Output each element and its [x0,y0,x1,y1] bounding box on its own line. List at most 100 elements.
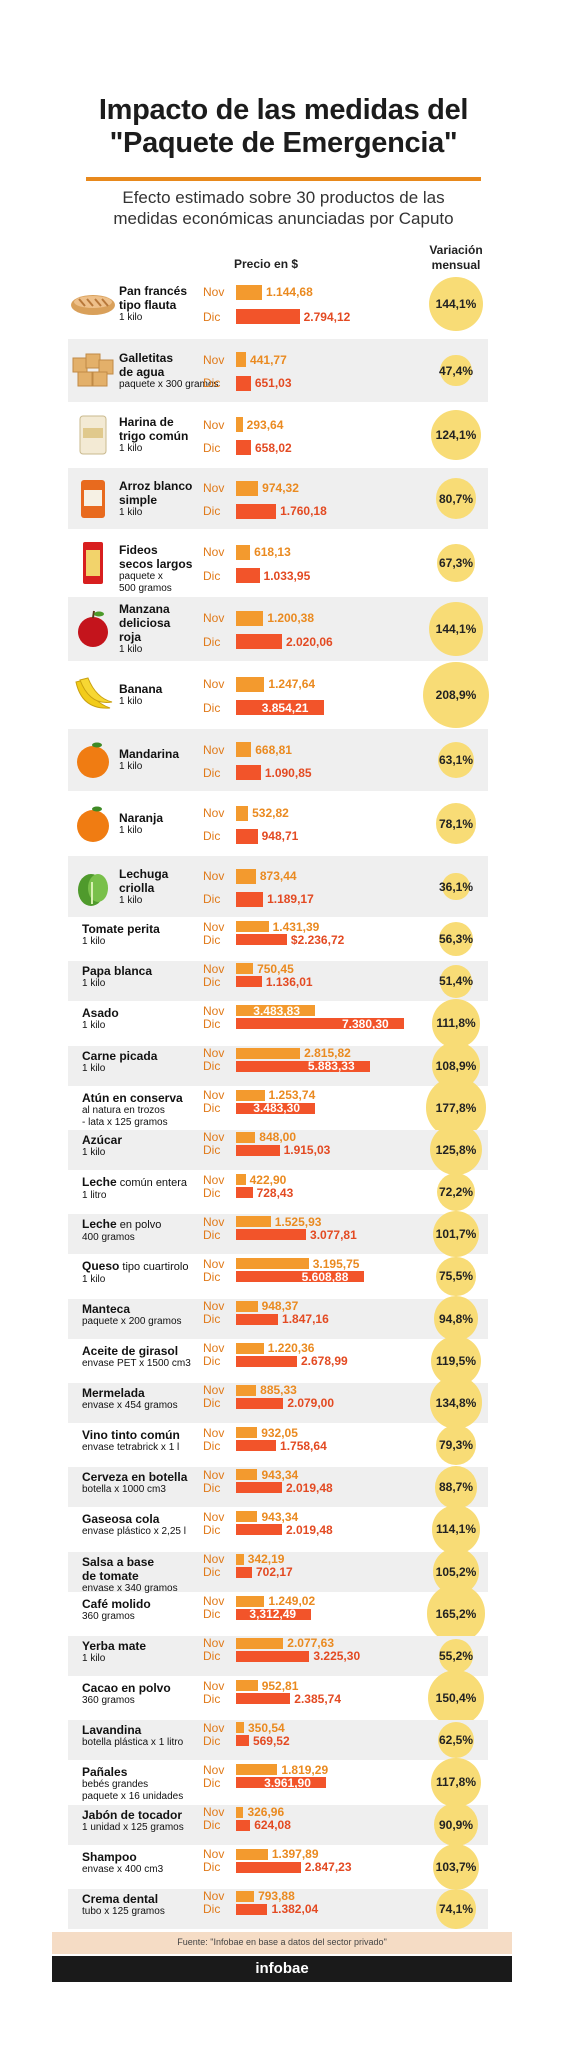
product-name: Cerveza en botella botella x 1000 cm3 [82,1470,187,1496]
variation-value: 117,8% [435,1775,477,1790]
product-name-line: roja [119,630,142,644]
product-detail: 1 kilo [82,1146,106,1158]
nov-value: 943,34 [261,1467,299,1482]
tangerine-icon [70,737,116,783]
dic-bar [236,1903,268,1915]
row-background [68,597,488,661]
product-name: Manteca paquete x 200 gramos [82,1302,182,1328]
nov-label: Nov [203,417,225,432]
dic-label: Dic [203,1565,221,1579]
product-name-line: Asado [82,1006,119,1021]
nov-value: 974,32 [262,481,299,496]
nov-bar [236,1089,265,1101]
variation-value: 72,2% [438,1185,474,1200]
dic-value: 3.961,90 [264,1775,311,1790]
nov-bar [236,1553,244,1565]
dic-bar [236,1271,364,1283]
product-name-line: Café molido [82,1596,151,1611]
dic-bar [236,765,261,781]
variation-circle [437,1722,475,1759]
dic-value: 1.915,03 [283,1143,331,1158]
nov-label: Nov [203,1299,225,1313]
dic-value: 1.136,01 [265,974,313,989]
product-name: Galletitas de agua paquete x 300 gramos [119,351,219,391]
dic-bar [236,1861,301,1873]
nov-bar [236,676,265,692]
dic-bar [236,1187,253,1198]
dic-bar [236,568,260,584]
product-name-line: simple [119,492,158,507]
product-name: Harina de trigo común 1 kilo [119,415,188,455]
product-name: Manzana deliciosa roja 1 kilo [119,602,170,656]
nov-label: Nov [203,481,225,496]
dic-bar [236,1102,316,1114]
dic-bar [236,1144,280,1156]
variation-circle [432,1843,480,1890]
dic-bar [236,1018,404,1030]
variation-circle [437,544,475,582]
dic-label: Dic [203,1438,221,1453]
nov-label: Nov [203,1425,225,1440]
dic-value: 1.382,04 [271,1902,319,1917]
dic-value: 3.854,21 [261,700,309,715]
product-name-line: Jabón de tocador [82,1807,183,1822]
nov-value: 1.525,93 [274,1214,322,1229]
product-name: Banana 1 kilo [119,682,162,708]
footer-bar [52,1956,512,1982]
dic-bar [236,634,282,650]
product-detail: envase tetrabrick x 1 l [82,1442,180,1453]
product-name-line: trigo común [119,429,189,443]
variation-circle [434,1465,478,1509]
dic-bar [236,700,324,716]
nov-label: Nov [203,869,225,884]
product-detail: 1 kilo [82,978,106,990]
dic-value: 2.847,23 [304,1860,352,1875]
nov-label: Nov [203,1889,225,1904]
product-name-line: Naranja [119,810,164,825]
variation-value: 90,9% [438,1817,474,1832]
dic-value: 702,17 [255,1565,293,1579]
dic-value: 1.758,64 [280,1438,327,1453]
dic-label: Dic [203,504,221,519]
page-title: Impacto de las medidas del "Paquete de E… [0,94,567,160]
nov-bar [236,1595,265,1607]
dic-value: $2.236,72 [290,932,345,947]
nov-label: Nov [203,919,225,934]
dic-value: 1.090,85 [264,765,312,780]
nov-value: 1.253,74 [268,1088,316,1103]
variation-circle [434,1802,478,1847]
variation-value: 177,8% [435,1100,477,1115]
nov-bar [236,1342,264,1354]
nov-value: 668,81 [255,742,292,757]
title-line-1: Impacto de las medidas del [98,94,469,126]
subtitle-line-1: Efecto estimado sobre 30 productos de la… [122,188,445,207]
dic-bar [236,891,264,907]
product-name-line: Cacao en polvo [82,1681,171,1695]
product-name-line: Arroz blanco [119,478,193,493]
product-name-line: Salsa a base [82,1554,155,1569]
dic-label: Dic [203,1607,221,1622]
product-name-line: deliciosa [119,616,171,630]
product-name-line: Manteca [82,1301,131,1316]
dic-label: Dic [203,1649,221,1664]
dic-label: Dic [203,892,221,907]
product-detail: 1 kilo [119,696,143,707]
nov-label: Nov [203,1341,225,1356]
nov-value: 1.144,68 [266,285,313,300]
product-name-line: Galletitas [119,350,174,365]
nov-label: Nov [203,352,225,367]
variation-value: 119,5% [435,1353,477,1368]
variation-value: 150,4% [435,1691,477,1706]
variation-value: 56,3% [438,932,474,947]
nov-label: Nov [203,285,225,300]
subtitle-line-2: medidas económicas anunciadas por Caputo [113,209,454,228]
product-detail: 1 kilo [82,1062,106,1074]
product-name: Lechuga criolla 1 kilo [119,867,168,907]
source-background [52,1932,512,1954]
dic-label: Dic [203,1818,221,1832]
nov-label: Nov [203,1383,225,1398]
product-detail: 1 kilo [119,894,143,906]
dic-value: 2.678,99 [300,1354,348,1369]
nov-value: 3.483,83 [253,1003,301,1018]
